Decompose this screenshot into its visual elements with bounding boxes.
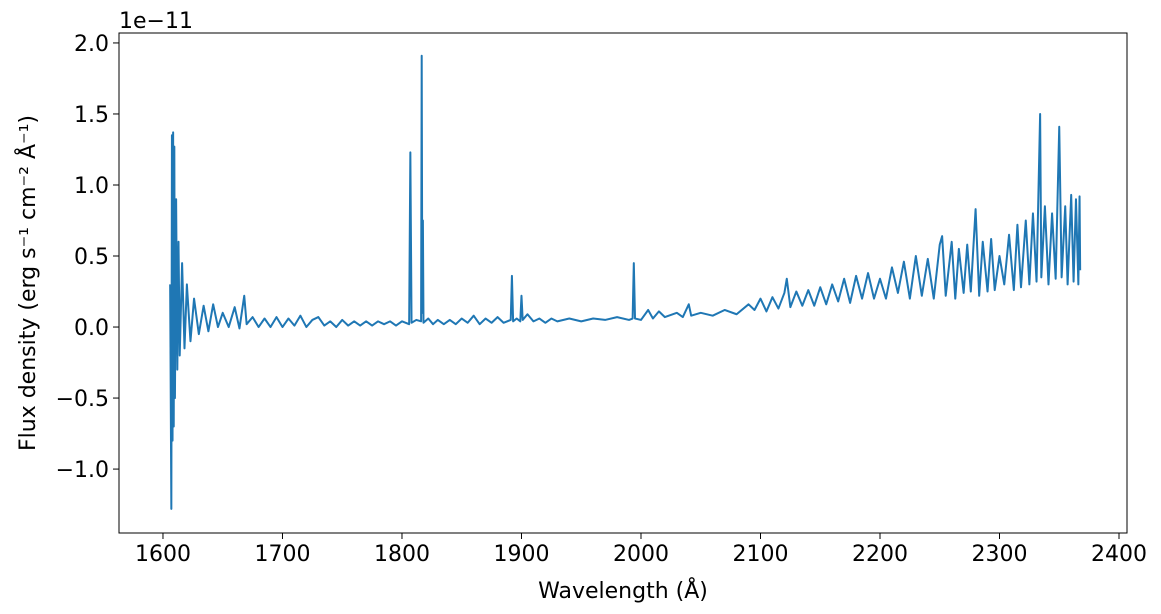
y-tick-label: 2.0 — [74, 32, 109, 57]
y-axis-label: Flux density (erg s⁻¹ cm⁻² Å⁻¹) — [14, 115, 41, 451]
x-tick-label: 1800 — [374, 542, 430, 567]
y-tick-label: 1.0 — [74, 174, 109, 199]
x-tick-label: 1700 — [254, 542, 310, 567]
y-tick-label: 0.5 — [74, 245, 109, 270]
y-tick-label: 0.0 — [74, 316, 109, 341]
x-tick-label: 1600 — [135, 542, 191, 567]
x-tick-label: 2000 — [613, 542, 669, 567]
y-tick-label: 1.5 — [74, 103, 109, 128]
plot-frame — [118, 32, 1128, 534]
spectrum-line — [169, 54, 1082, 510]
x-axis-label: Wavelength (Å) — [538, 577, 708, 604]
y-tick-label: −0.5 — [56, 387, 109, 412]
offset-label: 1e−11 — [119, 9, 193, 34]
x-tick-label: 1900 — [493, 542, 549, 567]
y-tick-label: −1.0 — [56, 458, 109, 483]
x-tick-label: 2400 — [1091, 542, 1147, 567]
x-tick-label: 2300 — [971, 542, 1027, 567]
x-tick-label: 2100 — [732, 542, 788, 567]
x-tick-label: 2200 — [852, 542, 908, 567]
